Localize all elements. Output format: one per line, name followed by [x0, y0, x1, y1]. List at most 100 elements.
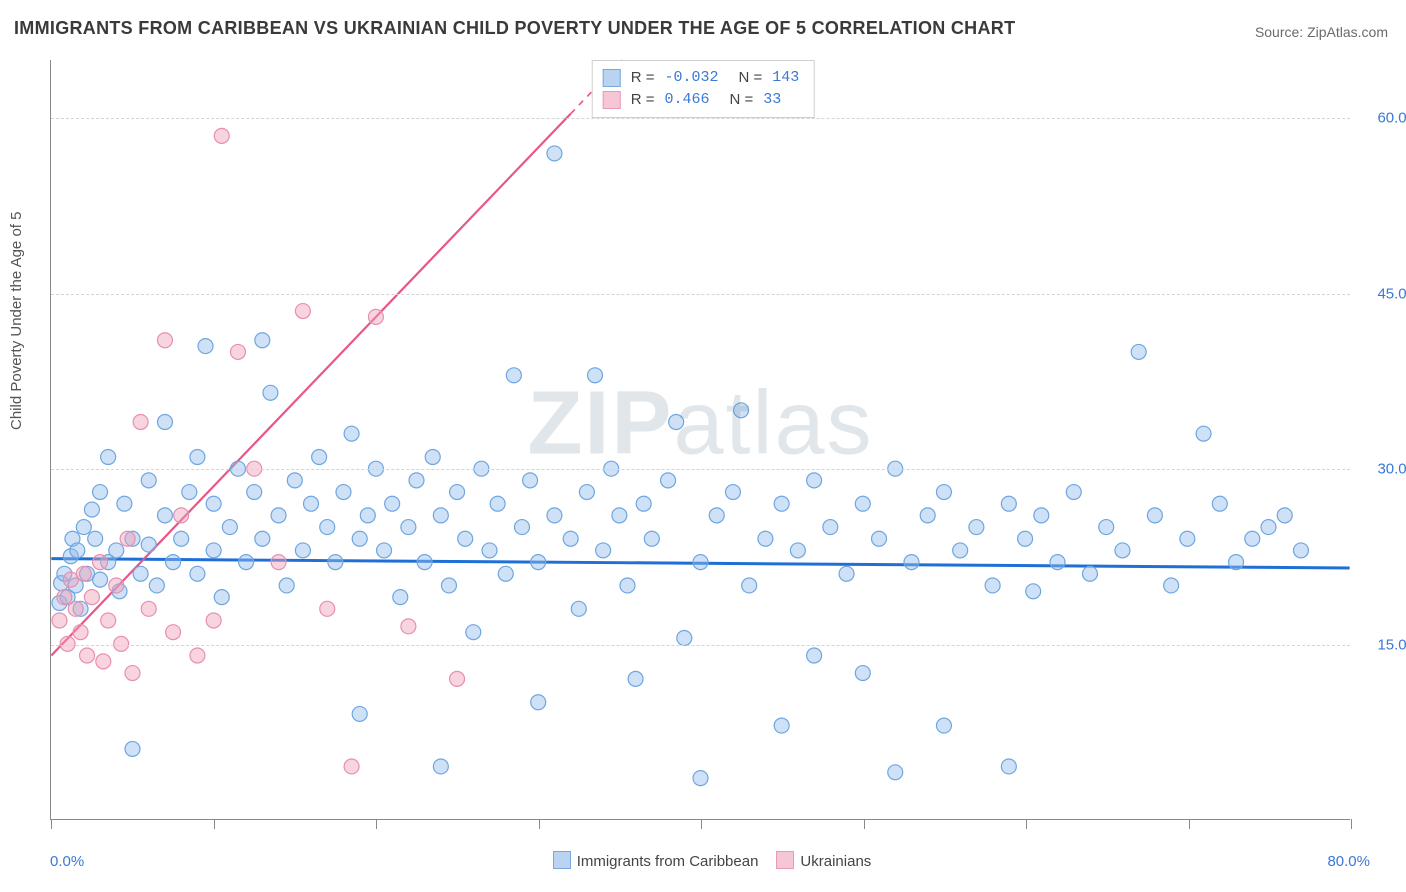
scatter-point-pink — [52, 613, 67, 628]
scatter-point-pink — [206, 613, 221, 628]
scatter-point-blue — [1026, 584, 1041, 599]
scatter-point-blue — [774, 718, 789, 733]
scatter-point-blue — [441, 578, 456, 593]
scatter-point-blue — [482, 543, 497, 558]
scatter-point-blue — [1164, 578, 1179, 593]
legend-top-row-pink: R = 0.466N = 33 — [603, 89, 800, 111]
scatter-point-blue — [579, 485, 594, 500]
scatter-point-blue — [304, 496, 319, 511]
scatter-point-blue — [661, 473, 676, 488]
scatter-point-pink — [320, 601, 335, 616]
scatter-point-blue — [693, 555, 708, 570]
legend-swatch-blue — [553, 851, 571, 869]
scatter-point-pink — [157, 333, 172, 348]
scatter-point-blue — [88, 531, 103, 546]
scatter-points-layer — [51, 60, 1350, 819]
scatter-point-blue — [133, 566, 148, 581]
scatter-point-blue — [693, 771, 708, 786]
plot-area: ZIPatlas 15.0%30.0%45.0%60.0% — [50, 60, 1350, 820]
scatter-point-pink — [101, 613, 116, 628]
x-tick — [1026, 819, 1027, 829]
scatter-point-blue — [839, 566, 854, 581]
scatter-point-blue — [1001, 759, 1016, 774]
series-legend: Immigrants from CaribbeanUkrainians — [0, 851, 1406, 870]
scatter-point-pink — [450, 671, 465, 686]
chart-container: IMMIGRANTS FROM CARIBBEAN VS UKRAINIAN C… — [0, 0, 1406, 892]
scatter-point-blue — [1018, 531, 1033, 546]
legend-swatch-pink — [603, 91, 621, 109]
scatter-point-blue — [190, 566, 205, 581]
scatter-point-blue — [393, 590, 408, 605]
scatter-point-blue — [93, 485, 108, 500]
scatter-point-blue — [628, 671, 643, 686]
scatter-point-blue — [1293, 543, 1308, 558]
scatter-point-blue — [1115, 543, 1130, 558]
scatter-point-blue — [287, 473, 302, 488]
legend-top-row-blue: R =-0.032N =143 — [603, 67, 800, 89]
scatter-point-blue — [279, 578, 294, 593]
legend-swatch-blue — [603, 69, 621, 87]
scatter-point-pink — [80, 648, 95, 663]
scatter-point-blue — [263, 385, 278, 400]
x-tick — [51, 819, 52, 829]
legend-n-value-blue: 143 — [772, 67, 799, 89]
scatter-point-pink — [109, 578, 124, 593]
scatter-point-pink — [68, 601, 83, 616]
scatter-point-blue — [157, 414, 172, 429]
source-prefix: Source: — [1255, 24, 1307, 40]
scatter-point-blue — [547, 508, 562, 523]
scatter-point-blue — [774, 496, 789, 511]
y-tick-label: 45.0% — [1360, 285, 1406, 302]
scatter-point-blue — [450, 485, 465, 500]
scatter-point-blue — [174, 531, 189, 546]
grid-line — [51, 118, 1350, 119]
legend-label-pink: Ukrainians — [800, 853, 871, 870]
x-tick — [1351, 819, 1352, 829]
chart-title: IMMIGRANTS FROM CARIBBEAN VS UKRAINIAN C… — [14, 18, 1015, 39]
scatter-point-blue — [636, 496, 651, 511]
scatter-point-pink — [120, 531, 135, 546]
scatter-point-pink — [84, 590, 99, 605]
scatter-point-blue — [312, 450, 327, 465]
source-name: ZipAtlas.com — [1307, 24, 1388, 40]
legend-r-label: R = — [631, 67, 655, 89]
scatter-point-blue — [523, 473, 538, 488]
scatter-point-blue — [336, 485, 351, 500]
scatter-point-blue — [247, 485, 262, 500]
scatter-point-blue — [320, 520, 335, 535]
scatter-point-blue — [206, 496, 221, 511]
scatter-point-blue — [70, 543, 85, 558]
scatter-point-blue — [1277, 508, 1292, 523]
scatter-point-blue — [190, 450, 205, 465]
scatter-point-blue — [385, 496, 400, 511]
scatter-point-pink — [93, 555, 108, 570]
scatter-point-blue — [669, 414, 684, 429]
scatter-point-blue — [1212, 496, 1227, 511]
scatter-point-blue — [360, 508, 375, 523]
scatter-point-blue — [855, 666, 870, 681]
scatter-point-blue — [101, 450, 116, 465]
x-tick — [376, 819, 377, 829]
scatter-point-blue — [823, 520, 838, 535]
scatter-point-blue — [1147, 508, 1162, 523]
scatter-point-pink — [133, 414, 148, 429]
scatter-point-pink — [190, 648, 205, 663]
scatter-point-blue — [1001, 496, 1016, 511]
scatter-point-pink — [73, 625, 88, 640]
scatter-point-blue — [571, 601, 586, 616]
scatter-point-blue — [206, 543, 221, 558]
x-tick — [214, 819, 215, 829]
scatter-point-blue — [904, 555, 919, 570]
scatter-point-blue — [295, 543, 310, 558]
scatter-point-blue — [677, 631, 692, 646]
grid-line — [51, 645, 1350, 646]
scatter-point-blue — [531, 695, 546, 710]
scatter-point-blue — [84, 502, 99, 517]
scatter-point-blue — [807, 648, 822, 663]
scatter-point-blue — [920, 508, 935, 523]
scatter-point-blue — [76, 520, 91, 535]
scatter-point-blue — [141, 473, 156, 488]
scatter-point-blue — [271, 508, 286, 523]
scatter-point-blue — [409, 473, 424, 488]
y-axis-label: Child Poverty Under the Age of 5 — [8, 212, 25, 430]
